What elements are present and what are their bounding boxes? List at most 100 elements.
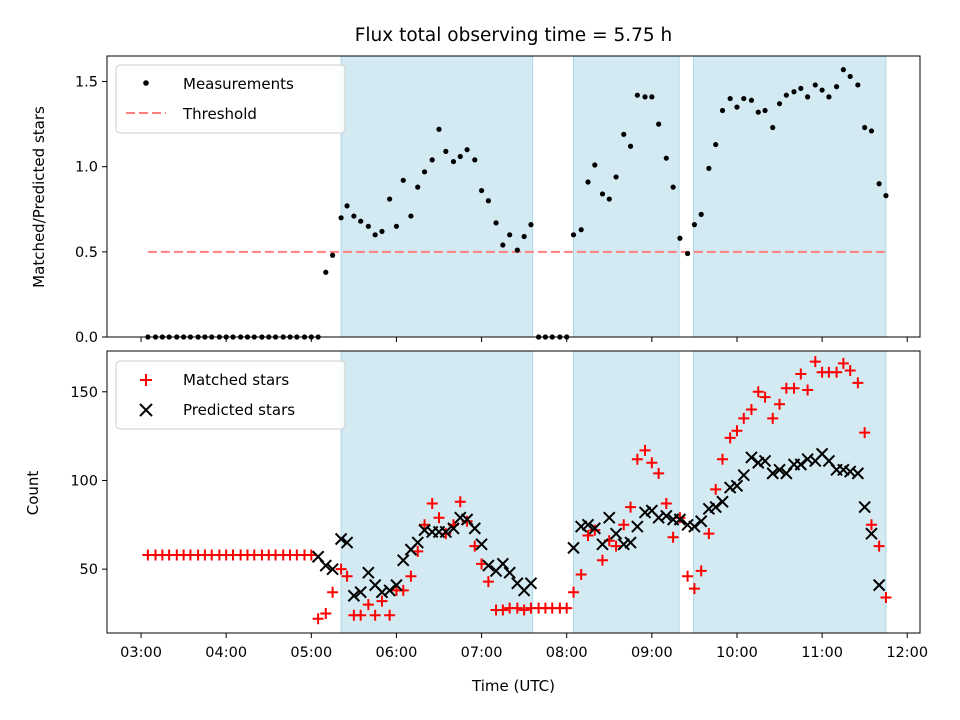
measurement-point [770, 124, 776, 131]
matched-star-point [397, 584, 409, 596]
matched-star-point [788, 382, 800, 394]
bottom-shaded-interval [573, 350, 680, 634]
matched-star-point [865, 519, 877, 531]
matched-star-point [880, 592, 892, 604]
measurement-point [862, 124, 868, 131]
legend-matched-label: Matched stars [183, 371, 289, 389]
predicted-star-point [603, 511, 616, 524]
predicted-star-point [383, 584, 396, 597]
matched-star-point [831, 366, 843, 378]
predicted-star-point [631, 520, 644, 533]
top-y-axis-label: Matched/Predicted stars [30, 106, 48, 288]
measurement-point [656, 121, 662, 127]
matched-star-point [419, 519, 431, 531]
predicted-star-point [801, 452, 814, 466]
top-y-tick-label: 0.5 [75, 245, 98, 261]
measurement-point [805, 94, 811, 100]
measurement-point [826, 94, 832, 100]
measurement-point [415, 184, 421, 190]
matched-star-point [312, 613, 324, 625]
matched-star-point [369, 609, 381, 621]
measurement-point [627, 143, 634, 149]
matched-star-point [433, 512, 445, 524]
measurement-point [323, 269, 329, 275]
top-y-tick-label: 1.5 [75, 75, 98, 91]
top-legend-box [115, 64, 346, 134]
measurement-point [372, 232, 378, 238]
matched-star-point [716, 453, 728, 465]
measurement-point [812, 82, 818, 88]
predicted-star-point [340, 536, 354, 549]
chart-title: Flux total observing time = 5.75 h [355, 25, 673, 46]
matched-star-point [844, 365, 856, 377]
bottom-y-tick-label: 150 [70, 385, 98, 401]
measurement-point [621, 131, 627, 137]
measurement-point [642, 94, 648, 100]
measurement-point [514, 247, 520, 253]
predicted-star-point [334, 532, 348, 546]
top-shaded-intervals [340, 55, 887, 338]
matched-star-point [802, 384, 814, 396]
measurement-point [868, 128, 875, 134]
matched-star-point [454, 496, 466, 508]
matched-star-point [618, 519, 630, 531]
matched-star-point [873, 540, 885, 552]
predicted-star-point [588, 522, 602, 535]
predicted-star-point [354, 586, 367, 599]
top-legend: Measurements Threshold [115, 64, 346, 134]
measurement-point [379, 228, 385, 235]
measurement-point [734, 104, 740, 110]
x-tick-label: 10:00 [716, 645, 758, 661]
bottom-legend-box [115, 360, 346, 430]
measurement-point [791, 89, 797, 95]
measurement-point [493, 220, 499, 226]
measurement-point [592, 162, 598, 168]
x-tick-label: 12:00 [886, 645, 928, 661]
predicted-star-point [524, 577, 538, 590]
measurement-point [365, 223, 371, 229]
measurement-point [329, 252, 336, 258]
measurement-point [570, 232, 577, 238]
measurement-point [507, 232, 513, 238]
measurement-point [421, 169, 428, 175]
measurement-point [599, 191, 606, 197]
matched-star-point [639, 444, 651, 456]
top-shaded-interval [573, 55, 680, 338]
matched-star-point [774, 398, 786, 410]
measurement-point [840, 67, 846, 73]
measurement-point [429, 157, 435, 163]
matched-star-point [482, 576, 494, 588]
matched-star-point [568, 586, 580, 598]
measurement-point [443, 148, 449, 154]
measurement-point [521, 233, 527, 240]
measurement-point [713, 141, 719, 148]
x-tick-label: 07:00 [461, 645, 503, 661]
matched-star-point [575, 568, 587, 580]
predicted-stars-series [313, 448, 886, 602]
measurement-point [387, 196, 393, 202]
predicted-star-point [688, 520, 701, 533]
measurement-point [351, 213, 357, 219]
predicted-star-point [326, 562, 339, 576]
measurement-point [741, 95, 747, 102]
predicted-star-point [872, 578, 886, 592]
measurement-point [727, 95, 733, 102]
matched-star-point [859, 427, 871, 439]
measurement-point [344, 203, 350, 209]
matched-star-point [759, 391, 771, 403]
matched-star-point [646, 457, 658, 469]
bottom-shaded-interval [693, 350, 887, 634]
measurement-point [706, 165, 712, 171]
matched-star-point [589, 524, 601, 536]
predicted-star-point [347, 589, 361, 602]
measurement-point [613, 174, 619, 180]
measurement-point [855, 82, 861, 88]
measurement-point [798, 85, 804, 91]
matched-star-point [355, 609, 367, 621]
measurement-point [358, 218, 364, 224]
bottom-legend: Matched stars Predicted stars [115, 360, 346, 430]
predicted-star-point [375, 586, 389, 599]
matched-stars-series [142, 356, 892, 625]
matched-star-point [688, 583, 700, 595]
